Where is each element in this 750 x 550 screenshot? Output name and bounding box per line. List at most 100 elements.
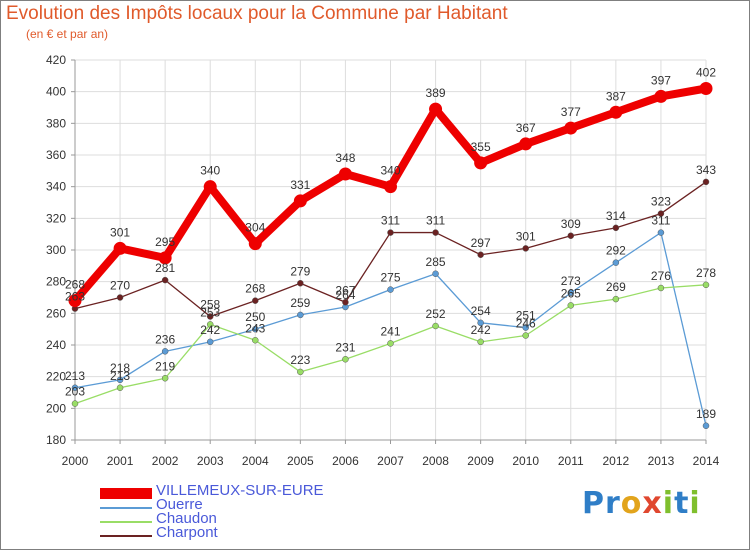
data-label-chaudon: 223 [290,353,310,367]
data-point-chaudon [702,281,710,289]
data-label-charpont: 263 [65,290,85,304]
data-label-villemeux-sur-eure: 268 [65,278,85,292]
data-label-charpont: 343 [696,163,716,177]
logo-letter: o [620,486,643,521]
data-point-ouerre [657,229,665,236]
data-point-charpont [567,232,575,239]
data-label-charpont: 323 [651,195,671,209]
legend-label: Chaudon [156,510,217,527]
data-label-charpont: 270 [110,279,130,293]
data-point-villemeux-sur-eure [68,294,82,308]
data-point-villemeux-sur-eure [158,251,172,265]
logo-letter: x [642,486,663,521]
data-point-chaudon [477,338,484,346]
y-tick-label: 320 [46,211,66,225]
data-label-charpont: 301 [516,229,536,243]
data-point-ouerre [297,311,304,319]
x-tick-label: 2007 [377,454,404,468]
legend-label: VILLEMEUX-SUR-EURE [156,482,324,499]
data-label-charpont: 297 [471,236,491,250]
data-point-charpont [206,313,214,320]
data-label-villemeux-sur-eure: 348 [335,151,355,165]
data-point-ouerre [432,270,439,277]
data-point-ouerre [71,384,79,391]
legend-label: Charpont [156,524,218,541]
proxiti-logo: Proxiti [582,486,701,521]
data-point-charpont [522,245,529,252]
data-point-charpont [432,229,439,236]
data-point-ouerre [522,324,529,331]
data-label-chaudon: 246 [516,317,536,331]
data-point-villemeux-sur-eure [519,137,533,151]
x-tick-label: 2010 [512,454,539,468]
data-label-ouerre: 273 [561,274,581,288]
data-point-charpont [612,224,620,232]
data-point-chaudon [297,368,304,376]
data-label-ouerre: 250 [245,310,265,324]
x-tick-label: 2012 [603,454,630,468]
data-point-charpont [252,297,259,304]
logo-letter: t [674,486,690,521]
data-label-chaudon: 242 [471,323,491,337]
data-point-ouerre [116,376,124,384]
data-label-chaudon: 213 [110,369,130,383]
data-label-ouerre: 242 [200,323,220,337]
data-label-villemeux-sur-eure: 340 [380,164,400,178]
data-point-villemeux-sur-eure [474,156,488,170]
data-point-villemeux-sur-eure [429,102,443,116]
x-tick-label: 2013 [648,454,675,468]
x-tick-label: 2011 [558,454,584,468]
data-label-ouerre: 213 [65,369,85,383]
data-label-ouerre: 236 [155,332,175,346]
data-label-ouerre: 251 [516,309,536,323]
x-tick-label: 2008 [422,454,449,468]
data-point-chaudon [432,322,439,330]
data-label-ouerre: 275 [380,271,400,285]
data-point-villemeux-sur-eure [384,180,397,194]
y-tick-label: 360 [46,148,66,162]
data-point-villemeux-sur-eure [564,121,578,135]
data-point-chaudon [206,321,214,328]
data-label-villemeux-sur-eure: 301 [110,225,130,239]
data-point-ouerre [387,286,394,293]
data-point-villemeux-sur-eure [609,105,623,119]
data-point-chaudon [71,400,79,407]
data-point-chaudon [657,284,665,292]
data-label-villemeux-sur-eure: 340 [200,164,220,178]
chart-subtitle: (en € et par an) [26,27,109,41]
data-point-chaudon [387,340,394,347]
data-label-villemeux-sur-eure: 397 [651,73,671,87]
x-tick-label: 2000 [62,454,89,468]
legend-swatch [100,535,152,537]
data-label-ouerre: 189 [696,407,716,421]
data-label-charpont: 258 [200,298,220,312]
data-point-charpont [342,299,349,306]
data-point-villemeux-sur-eure [113,241,127,255]
data-label-charpont: 281 [155,261,175,275]
data-label-chaudon: 276 [651,269,671,283]
data-label-charpont: 314 [606,209,626,223]
data-label-charpont: 268 [245,282,265,296]
data-point-ouerre [161,348,169,355]
logo-letter: i [662,486,675,521]
data-label-villemeux-sur-eure: 402 [696,66,716,80]
x-tick-label: 2001 [107,454,134,468]
data-point-chaudon [567,302,575,309]
x-tick-label: 2005 [287,454,314,468]
data-label-ouerre: 218 [110,361,130,375]
data-label-chaudon: 231 [335,340,355,354]
x-tick-label: 2002 [152,454,179,468]
data-label-ouerre: 285 [426,255,446,269]
chart-title: Evolution des Impôts locaux pour la Comm… [6,3,508,24]
data-point-ouerre [702,422,710,429]
data-point-villemeux-sur-eure [293,194,307,208]
data-label-ouerre: 292 [606,244,626,258]
y-tick-label: 220 [46,370,66,384]
y-tick-label: 300 [46,243,66,257]
data-label-villemeux-sur-eure: 387 [606,89,626,103]
data-label-charpont: 311 [381,214,400,228]
data-point-ouerre [612,259,620,266]
data-point-villemeux-sur-eure [338,167,352,181]
data-point-chaudon [612,295,620,303]
